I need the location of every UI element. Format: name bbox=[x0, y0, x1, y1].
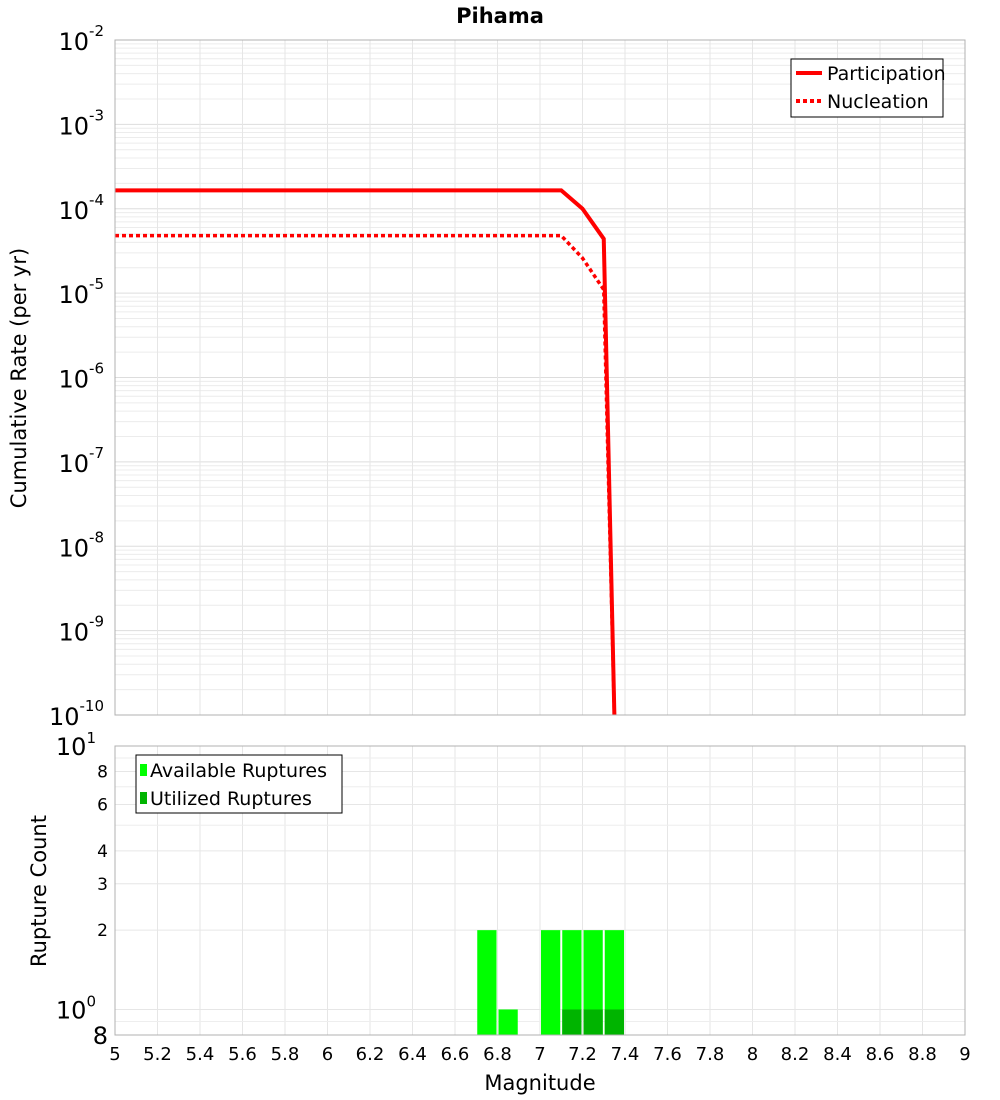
x-tick-label: 7.4 bbox=[611, 1044, 640, 1065]
x-tick-label: 7.6 bbox=[653, 1044, 682, 1065]
bar-available-ruptures bbox=[541, 930, 561, 1035]
top-y-tick-label: 10-8 bbox=[58, 528, 104, 562]
bottom-y-tick-label: 2 bbox=[97, 921, 108, 941]
legend-label: Nucleation bbox=[827, 91, 929, 113]
bottom-y-tick-label: 101 bbox=[56, 729, 96, 761]
bottom-y-tick-label: 6 bbox=[97, 795, 108, 815]
chart-title: Pihama bbox=[456, 4, 544, 28]
top-y-tick-label: 10-2 bbox=[58, 22, 104, 56]
bottom-y-tick-label: 8 bbox=[93, 1022, 108, 1050]
x-tick-label: 6 bbox=[322, 1044, 333, 1065]
bottom-plot-frame bbox=[114, 745, 966, 1036]
x-tick-label: 6.6 bbox=[441, 1044, 470, 1065]
bar-utilized-ruptures bbox=[583, 1009, 603, 1035]
series-line-participation bbox=[115, 188, 617, 716]
series-line-nucleation bbox=[115, 233, 617, 716]
x-tick-label: 5.8 bbox=[271, 1044, 300, 1065]
bottom-legend: Available Ruptures Utilized Ruptures bbox=[135, 754, 343, 814]
top-y-tick-label: 10-4 bbox=[58, 191, 104, 225]
bottom-y-axis-label: Rupture Count bbox=[27, 815, 51, 967]
grid bbox=[114, 40, 966, 1036]
x-tick-label: 7.8 bbox=[696, 1044, 725, 1065]
x-tick-label: 8.2 bbox=[781, 1044, 810, 1065]
x-tick-label: 8.8 bbox=[908, 1044, 937, 1065]
x-tick-label: 6.8 bbox=[483, 1044, 512, 1065]
bar-available-ruptures bbox=[562, 930, 582, 1035]
bar-utilized-ruptures bbox=[604, 1009, 624, 1035]
x-tick-label: 7.2 bbox=[568, 1044, 597, 1065]
top-y-axis-label: Cumulative Rate (per yr) bbox=[7, 248, 31, 508]
x-tick-label: 8 bbox=[747, 1044, 758, 1065]
bar-available-ruptures bbox=[477, 930, 497, 1035]
top-y-tick-label: 10-7 bbox=[58, 444, 104, 478]
top-legend: Participation Nucleation bbox=[790, 58, 946, 118]
x-tick-label: 5.4 bbox=[186, 1044, 215, 1065]
bottom-y-tick-label: 8 bbox=[97, 763, 108, 783]
x-axis-label: Magnitude bbox=[484, 1071, 595, 1095]
bar-available-ruptures bbox=[604, 930, 624, 1035]
legend-label: Utilized Ruptures bbox=[150, 788, 312, 810]
legend-label: Participation bbox=[827, 63, 946, 85]
legend-box bbox=[790, 58, 944, 118]
x-tick-label: 6.2 bbox=[356, 1044, 385, 1065]
bottom-y-tick-label: 4 bbox=[97, 842, 108, 862]
bottom-y-tick-label: 100 bbox=[56, 992, 96, 1024]
bar-available-ruptures bbox=[583, 930, 603, 1035]
top-y-tick-label: 10-6 bbox=[58, 360, 104, 394]
x-tick-label: 8.4 bbox=[823, 1044, 852, 1065]
x-tick-label: 6.4 bbox=[398, 1044, 427, 1065]
top-y-tick-label: 10-10 bbox=[49, 697, 104, 731]
x-tick-label: 5 bbox=[109, 1044, 120, 1065]
top-y-tick-label: 10-3 bbox=[58, 106, 104, 140]
top-y-tick-label: 10-9 bbox=[58, 613, 104, 647]
x-tick-label: 9 bbox=[959, 1044, 970, 1065]
x-tick-label: 5.2 bbox=[143, 1044, 172, 1065]
top-plot-frame bbox=[114, 39, 966, 716]
bar-utilized-ruptures bbox=[562, 1009, 582, 1035]
x-tick-label: 5.6 bbox=[228, 1044, 257, 1065]
legend-label: Available Ruptures bbox=[150, 760, 327, 782]
x-tick-label: 8.6 bbox=[866, 1044, 895, 1065]
legend-swatch bbox=[140, 764, 147, 776]
x-tick-label: 7 bbox=[534, 1044, 545, 1065]
bar-available-ruptures bbox=[498, 1009, 518, 1035]
legend-swatch bbox=[140, 792, 147, 804]
top-y-tick-label: 10-5 bbox=[58, 275, 104, 309]
bottom-y-tick-label: 3 bbox=[97, 875, 108, 895]
legend-box bbox=[135, 754, 343, 814]
